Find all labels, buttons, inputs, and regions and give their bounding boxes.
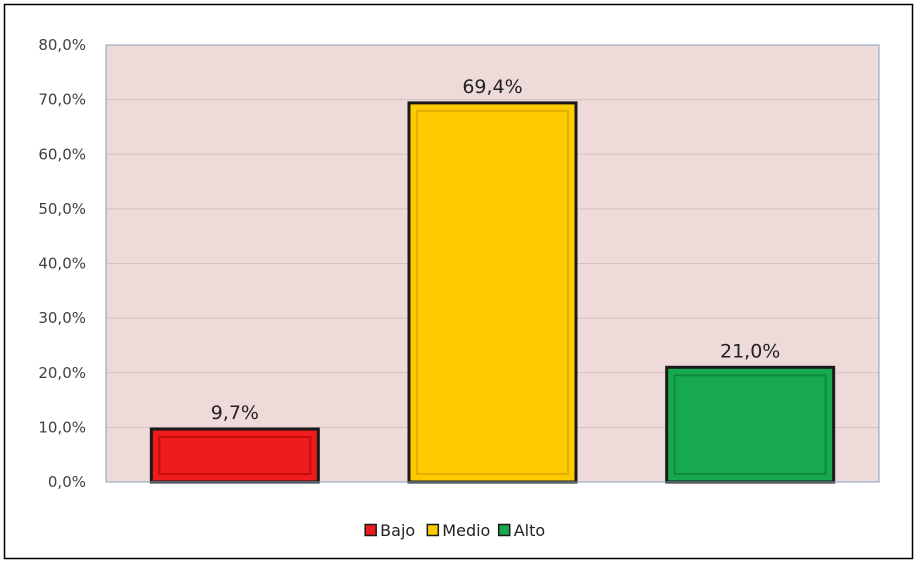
y-tick-label: 50,0% [38,200,86,218]
bar-bevel [158,436,312,476]
bar-medio [407,101,578,484]
legend-swatch [426,523,440,537]
y-tick-label: 70,0% [38,91,86,109]
bar-bevel [416,109,569,475]
legend: Bajo Medio Alto [364,521,545,540]
y-tick-label: 0,0% [48,473,86,491]
legend-item-alto: Alto [497,521,545,540]
plot-border [105,44,880,483]
bar-alto [665,365,836,484]
y-tick-label: 60,0% [38,145,86,163]
legend-item-bajo: Bajo [364,521,415,540]
legend-label: Medio [442,521,490,540]
legend-label: Alto [514,521,545,540]
legend-label: Bajo [380,521,415,540]
data-label: 21,0% [720,340,780,362]
data-label: 9,7% [211,402,259,424]
bar-bevel [673,374,827,476]
y-tick-label: 10,0% [38,418,86,436]
y-axis-tick-labels: 0,0% 10,0% 20,0% 30,0% 40,0% 50,0% 60,0% 70,0% 8… [38,36,86,491]
legend-swatch [364,523,377,537]
y-tick-label: 80,0% [38,36,86,54]
bars [149,101,836,484]
bar-fill [407,101,578,484]
data-label: 69,4% [462,76,522,98]
bar-bajo [149,427,320,484]
y-tick-label: 40,0% [38,255,86,273]
bar-fill [665,365,836,484]
legend-swatch [497,523,511,537]
data-labels: 9,7% 69,4% 21,0% [211,76,781,424]
legend-item-medio: Medio [426,521,490,540]
y-tick-label: 30,0% [38,309,86,327]
y-tick-label: 20,0% [38,364,86,382]
